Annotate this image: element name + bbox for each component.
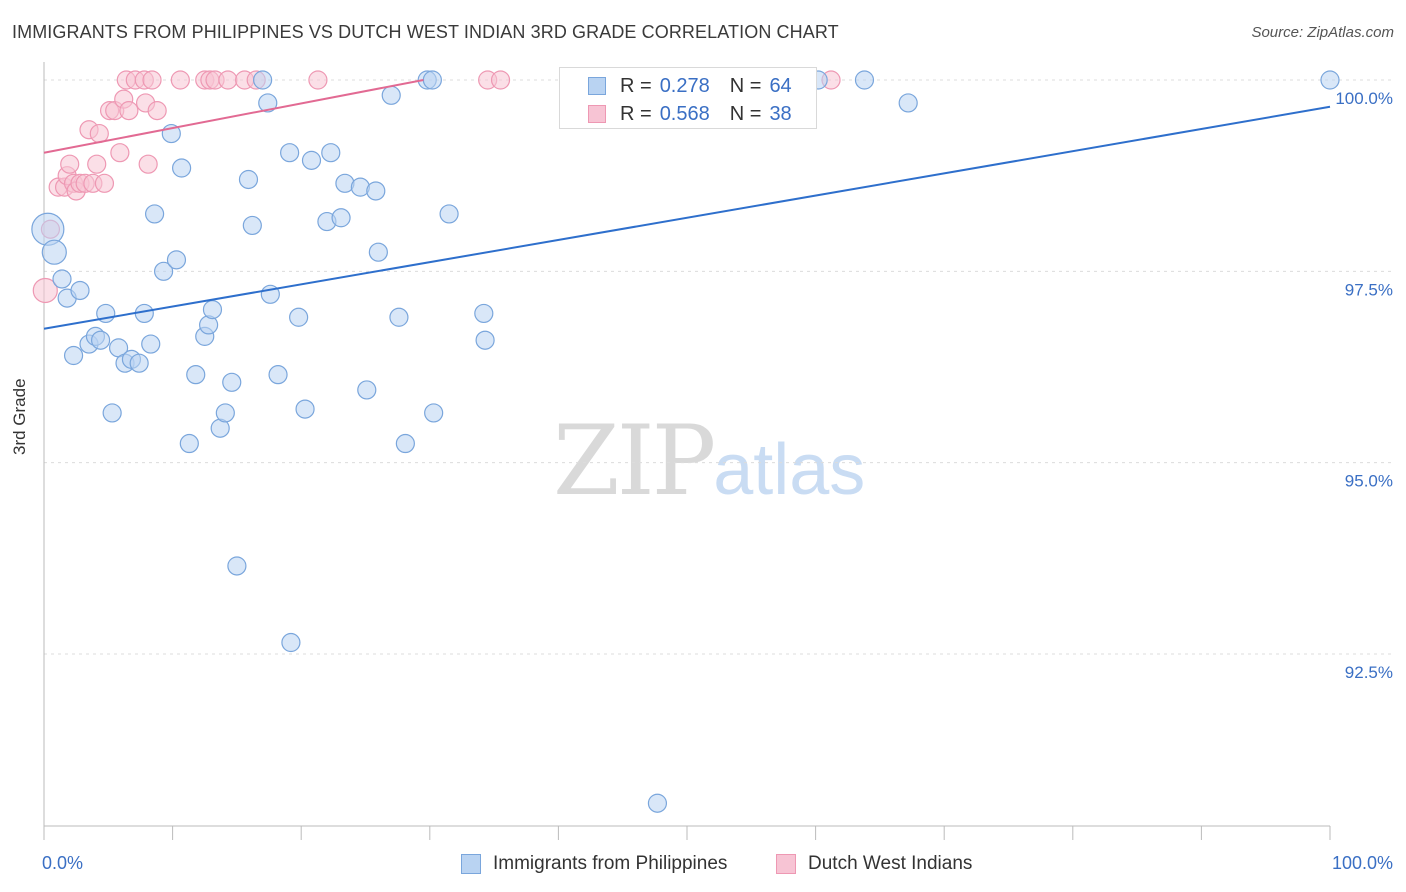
y-tick-label: 100.0% [1335,89,1393,108]
data-point [227,556,247,576]
data-point [102,403,122,423]
data-point [366,181,386,201]
data-point [87,154,107,174]
data-point [32,277,58,304]
tick-labels: 92.5% 95.0% 97.5% 100.0% 0.0% 100.0% [42,89,1393,873]
trend-lines [43,79,1331,330]
data-point [215,403,235,423]
data-point [129,353,149,373]
data-point [647,793,668,813]
data-point [166,250,187,270]
source-credit: Source: ZipAtlas.com [1251,24,1394,41]
data-point [321,143,341,163]
data-point [424,403,444,423]
data-point [138,154,158,174]
data-point [142,70,162,90]
data-point [331,208,351,228]
y-axis-label: 3rd Grade [10,378,29,455]
data-point [119,101,139,121]
n-label: N = [729,74,762,97]
data-point [89,123,109,144]
legend-swatch-pink [588,105,606,123]
data-point [439,204,459,224]
r-value: 0.278 [659,74,710,97]
data-point [301,150,322,170]
data-point [395,433,415,454]
x-tick-label: 0.0% [42,853,83,873]
data-point [268,365,288,385]
data-point [70,280,90,301]
data-point [357,380,377,400]
data-point [60,154,80,174]
data-point [389,307,409,327]
data-point [31,212,65,246]
data-point [368,242,388,262]
legend-row-philippines: R = 0.278 N = 64 [588,74,792,98]
data-point [141,334,161,354]
data-point [153,261,174,281]
legend-label: Dutch West Indians [808,853,973,874]
data-point [475,330,495,350]
data-point [258,93,278,113]
data-point [179,433,199,454]
legend-swatch-blue [461,854,481,874]
data-point [1320,70,1340,90]
data-point [170,70,190,90]
data-point [90,330,111,350]
data-point [898,93,918,113]
x-tick-label: 100.0% [1332,853,1393,873]
data-point [308,70,328,90]
data-point [218,70,238,90]
data-point [242,215,262,236]
stats-legend: R = 0.278 N = 64 R = 0.568 N = 38 [559,67,817,129]
data-point [280,143,300,163]
legend-label: Immigrants from Philippines [493,853,728,874]
data-point [41,239,67,265]
n-label: N = [729,102,762,125]
data-point [147,101,167,121]
data-point [281,632,301,653]
data-point [422,70,442,90]
data-point [289,307,309,327]
data-point [381,85,401,105]
r-value: 0.568 [659,102,710,125]
data-point [474,303,494,324]
y-tick-label: 95.0% [1345,472,1393,491]
data-point [238,169,259,190]
data-point [144,204,165,224]
data-point [110,143,130,163]
bottom-legend-philippines: Immigrants from Philippines [461,852,727,876]
legend-swatch-pink [776,854,796,874]
data-point [854,70,875,90]
y-tick-label: 97.5% [1345,280,1393,299]
chart-title: IMMIGRANTS FROM PHILIPPINES VS DUTCH WES… [12,22,839,42]
y-tick-label: 92.5% [1345,663,1393,682]
axes [43,62,1331,840]
watermark: ZIPatlas [553,405,865,517]
data-point [202,300,223,320]
watermark-zip: ZIP [553,405,716,517]
r-label: R = [620,102,652,125]
data-point [63,345,84,366]
n-value: 38 [769,102,792,125]
n-value: 64 [769,74,792,97]
bottom-legend-dutch-west-indians: Dutch West Indians [776,852,972,876]
legend-row-dutch-west-indians: R = 0.568 N = 38 [588,102,792,126]
trend-line-philippines [43,105,1331,330]
data-point [253,70,273,90]
data-point [222,372,242,392]
trend-line-dutch-west-indians [43,79,424,154]
legend-swatch-blue [588,77,606,95]
data-point [186,365,206,385]
series-immigrants-from-philippines [31,70,1340,813]
data-point [52,269,72,289]
data-point [295,399,315,419]
r-label: R = [620,74,652,97]
watermark-atlas: atlas [713,430,866,510]
data-point [490,70,511,90]
data-point [94,173,115,193]
data-point [172,158,192,178]
